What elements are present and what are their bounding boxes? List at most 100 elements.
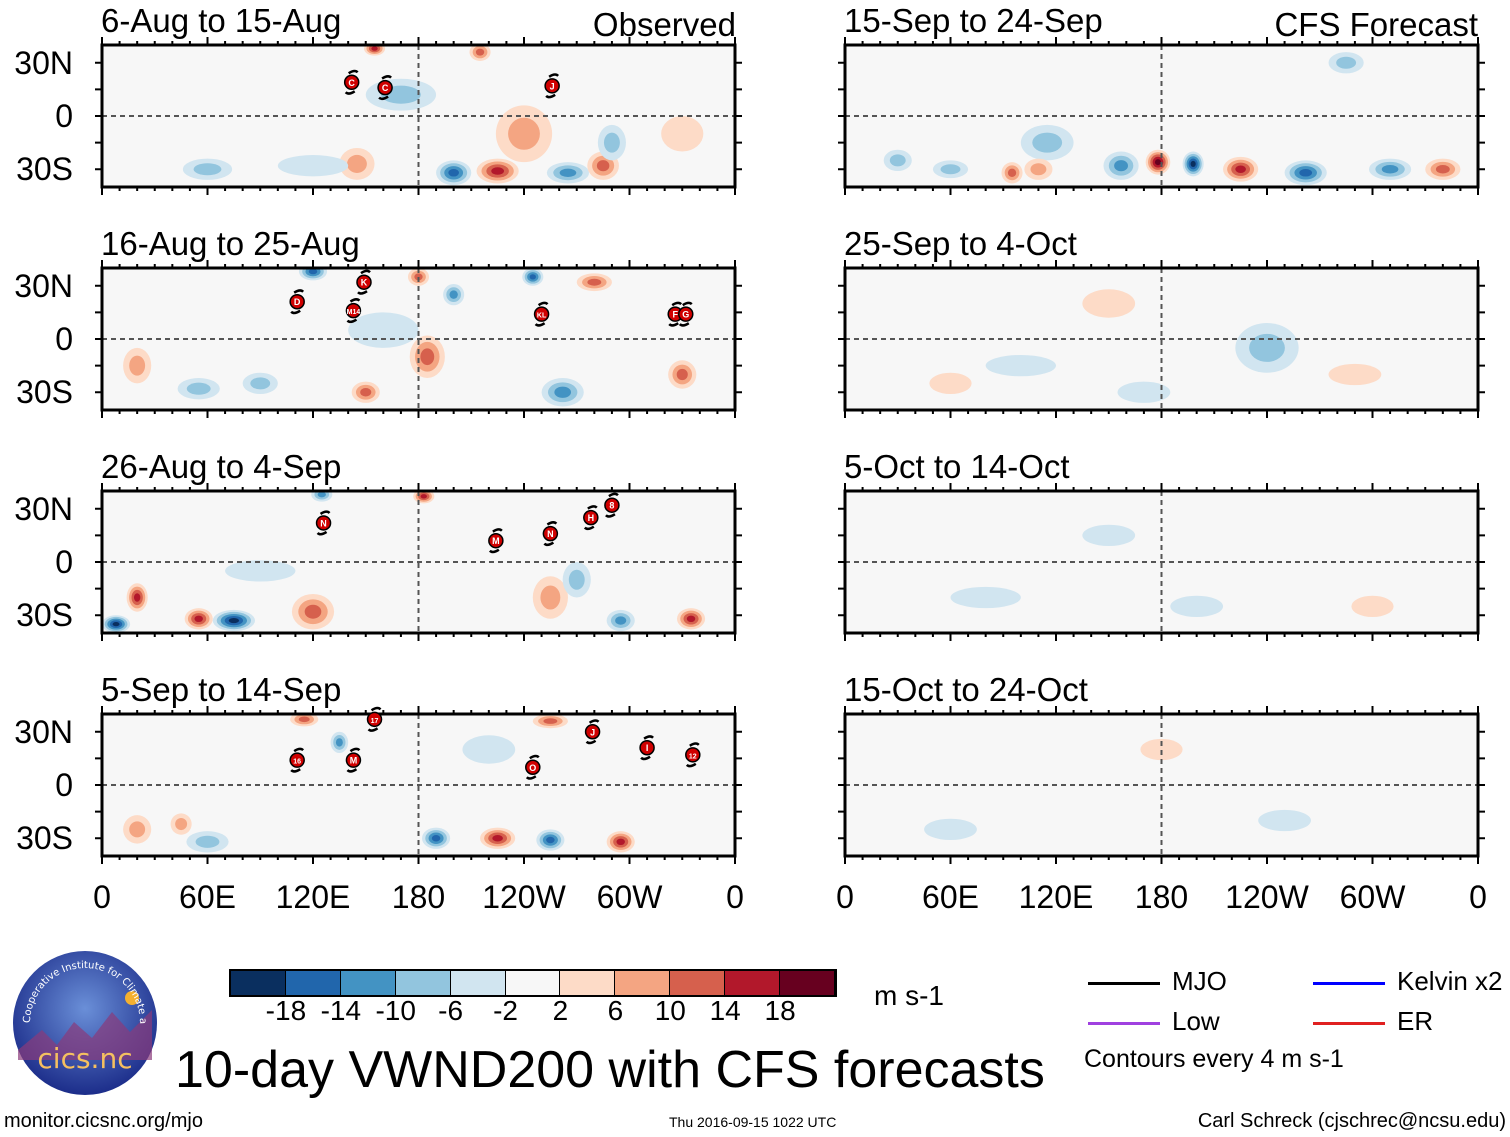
tropical-cyclone-marker: I <box>639 735 655 761</box>
positive-anomaly-contour <box>543 718 558 724</box>
positive-anomaly-contour <box>360 388 372 397</box>
negative-anomaly-contour <box>546 836 555 844</box>
positive-anomaly-contour <box>414 273 423 281</box>
negative-anomaly-contour <box>554 386 571 398</box>
tropical-cyclone-marker: J <box>584 719 601 745</box>
positive-anomaly-contour <box>1030 163 1047 176</box>
tropical-cyclone-marker: M <box>488 528 504 554</box>
positive-anomaly-contour <box>540 585 561 610</box>
panel-title: 26-Aug to 4-Sep <box>101 448 342 485</box>
negative-anomaly-contour <box>348 312 419 348</box>
negative-anomaly-contour <box>924 818 977 841</box>
forecast-panel-map <box>838 260 1485 418</box>
storm-label: K <box>361 278 368 288</box>
colorbar-label: -6 <box>438 995 464 1026</box>
storm-label: H <box>588 513 595 523</box>
negative-anomaly-contour <box>1170 595 1224 618</box>
tropical-cyclone-marker: J <box>544 73 560 99</box>
negative-anomaly-contour <box>1117 381 1171 403</box>
tropical-cyclone-marker: D <box>289 289 305 315</box>
forecast-panel-map <box>838 483 1485 641</box>
negative-anomaly-contour <box>985 354 1056 377</box>
positive-anomaly-contour <box>1154 159 1162 166</box>
storm-label: KL <box>537 313 547 320</box>
positive-anomaly-contour <box>1140 738 1183 761</box>
forecast-panel-map <box>838 706 1485 864</box>
negative-anomaly-contour <box>615 616 627 625</box>
colorbar-swatch <box>285 971 341 995</box>
colorbar-swatch <box>725 971 781 995</box>
positive-anomaly-contour <box>492 835 503 842</box>
negative-anomaly-contour <box>1299 169 1313 177</box>
tropical-cyclone-marker: 12 <box>685 742 701 768</box>
observed-panel-map: CC J <box>95 37 742 195</box>
colorbar-swatch <box>780 971 835 995</box>
positive-anomaly-contour <box>475 48 485 56</box>
tropical-cyclone-marker: K <box>356 269 372 295</box>
negative-anomaly-contour <box>308 268 318 275</box>
positive-anomaly-contour <box>596 160 610 172</box>
colorbar-swatch <box>450 971 506 995</box>
colorbar-label: 2 <box>552 995 569 1026</box>
negative-anomaly-contour <box>462 735 516 764</box>
colorbar-label: 6 <box>607 995 624 1026</box>
tropical-cyclone-marker: KL <box>533 301 550 327</box>
colorbar-label: 18 <box>764 995 796 1026</box>
longitude-label: 60W <box>596 879 663 915</box>
source-url[interactable]: monitor.cicsnc.org/mjo <box>4 1110 203 1132</box>
negative-anomaly-contour <box>449 290 458 299</box>
negative-anomaly-contour <box>317 491 326 498</box>
storm-label: M <box>492 536 500 546</box>
observed-panel-map: 17 16 M O J I 12 <box>95 706 742 864</box>
colorbar-swatch <box>560 971 616 995</box>
legend-label: MJO <box>1172 966 1227 996</box>
storm-label: F <box>672 310 678 320</box>
longitude-label: 120W <box>1225 879 1309 915</box>
negative-anomaly-contour <box>1082 524 1136 547</box>
negative-anomaly-contour <box>889 154 906 167</box>
storm-label: G <box>682 310 689 320</box>
longitude-label: 0 <box>1469 879 1487 915</box>
longitude-label: 60E <box>179 879 236 915</box>
colorbar-swatch <box>340 971 396 995</box>
colorbar-swatch <box>231 971 286 995</box>
latitude-label: 30N <box>14 713 73 750</box>
cics-logo: Cooperative Institute for Climate and Sa… <box>12 950 157 1095</box>
negative-anomaly-contour <box>1249 333 1285 362</box>
storm-label: C <box>382 83 389 93</box>
legend-line-swatch <box>1313 1022 1385 1025</box>
positive-anomaly-contour <box>508 117 540 150</box>
positive-anomaly-contour <box>929 372 972 395</box>
panel-title: 15-Oct to 24-Oct <box>844 671 1088 708</box>
colorbar-swatch <box>505 971 561 995</box>
negative-anomaly-contour <box>193 163 222 176</box>
tropical-cyclone-marker: N <box>542 521 559 547</box>
negative-anomaly-contour <box>940 164 961 175</box>
colorbar <box>229 969 837 997</box>
latitude-label: 30N <box>14 44 73 81</box>
positive-anomaly-contour <box>133 593 141 602</box>
latitude-label: 30S <box>16 374 73 411</box>
negative-anomaly-contour <box>431 835 441 842</box>
longitude-label: 120E <box>275 879 351 915</box>
positive-anomaly-contour <box>587 278 602 286</box>
longitude-label: 180 <box>391 879 446 915</box>
panel-title: 16-Aug to 25-Aug <box>101 225 360 262</box>
tropical-cyclone-marker: M <box>345 747 362 773</box>
positive-anomaly-contour <box>1235 165 1246 174</box>
timestamp: Thu 2016-09-15 1022 UTC <box>669 1114 837 1130</box>
positive-anomaly-contour <box>194 615 203 623</box>
negative-anomaly-contour <box>225 560 296 582</box>
forecast-label: CFS Forecast <box>1274 6 1478 43</box>
longitude-label: 120W <box>482 879 566 915</box>
latitude-label: 0 <box>55 98 73 134</box>
positive-anomaly-contour <box>347 154 367 173</box>
negative-anomaly-contour <box>195 835 220 848</box>
storm-label: 8 <box>609 501 614 511</box>
panel-title: 6-Aug to 15-Aug <box>101 2 342 39</box>
negative-anomaly-contour <box>250 377 271 390</box>
tropical-cyclone-marker: N <box>315 510 332 536</box>
negative-anomaly-contour <box>186 382 211 395</box>
latitude-label: 0 <box>55 544 73 580</box>
panel-title: 5-Sep to 14-Sep <box>101 671 342 708</box>
